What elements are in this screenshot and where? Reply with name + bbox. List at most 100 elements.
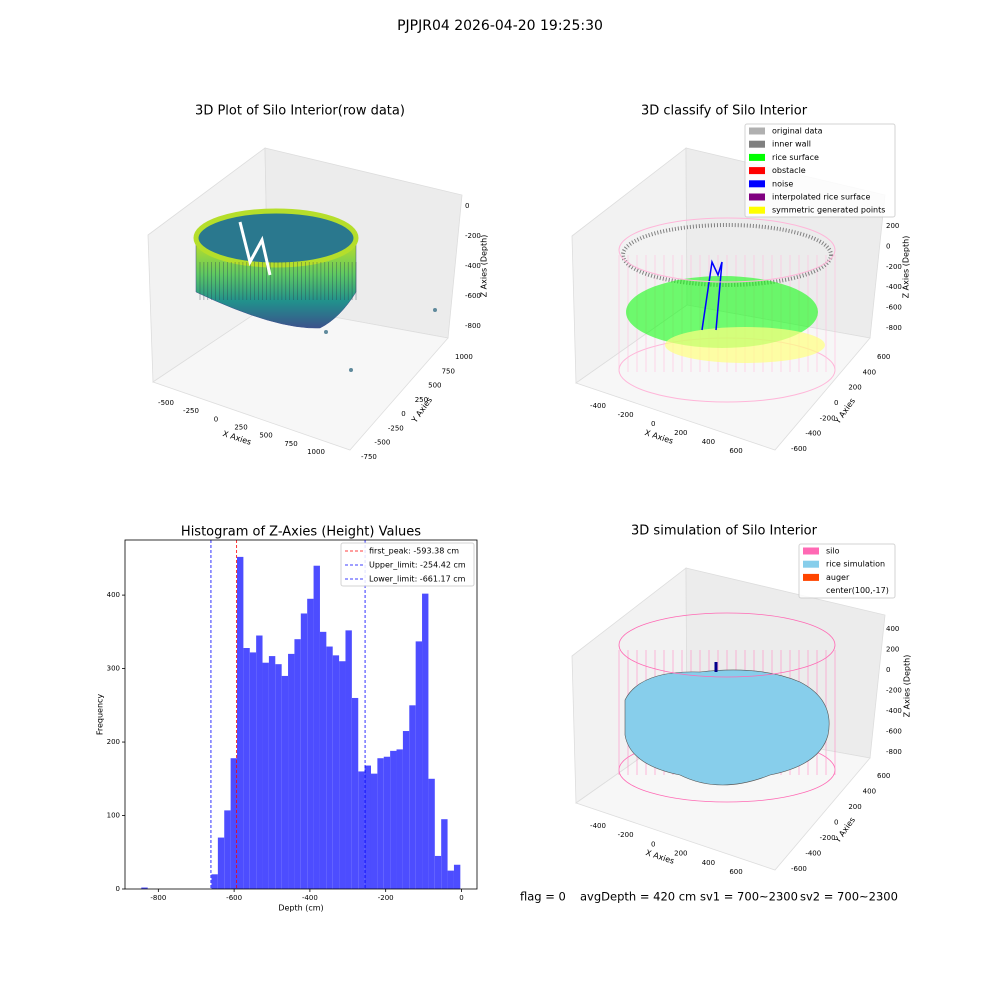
x-tick-label: 600	[729, 868, 742, 876]
panel-title: 3D Plot of Silo Interior(row data)	[195, 104, 405, 119]
y-tick-label: 0	[116, 885, 120, 893]
histogram-bar	[288, 653, 295, 889]
z-tick-label: -200	[886, 263, 902, 271]
legend-swatch	[749, 193, 765, 201]
z-tick-label: 0	[886, 666, 890, 674]
axis-pane	[152, 304, 449, 451]
z-tick-label: -600	[886, 728, 902, 736]
y-tick-label: -500	[374, 439, 390, 447]
z-tick-label: 200	[886, 646, 899, 654]
legend-swatch	[749, 167, 765, 175]
noise-spike	[701, 259, 723, 331]
y-tick-label: 400	[863, 368, 876, 376]
x-tick-label: -400	[590, 822, 606, 830]
histogram-bar	[383, 756, 391, 889]
histogram-bar	[300, 613, 308, 889]
histogram-bar	[409, 705, 416, 889]
histogram-bar	[339, 661, 346, 889]
x-tick-label: 750	[284, 440, 297, 448]
z-tick-label: -800	[465, 322, 481, 330]
z-tick-label: -400	[886, 707, 902, 715]
x-tick-label: -400	[590, 402, 606, 410]
legend-label: silo	[826, 547, 840, 556]
y-tick-label: -750	[361, 453, 377, 461]
histogram-bar	[256, 635, 263, 889]
z-axis-label: Z Axies (Depth)	[902, 236, 911, 299]
histogram-bar	[141, 887, 148, 889]
z-tick-label: 0	[886, 242, 890, 250]
y-tick-label: -200	[820, 834, 836, 842]
rice-simulation	[624, 669, 830, 786]
z-tick-label: 0	[465, 202, 469, 210]
footer-text: sv2 = 700~2300	[800, 890, 898, 904]
generated-points	[665, 327, 825, 363]
x-tick-label: 400	[702, 859, 715, 867]
footer-text: avgDepth = 420 cm	[580, 890, 696, 904]
histogram-bar	[434, 855, 442, 889]
legend-label: center(100,-17)	[826, 586, 889, 595]
z-tick-label: -200	[465, 232, 481, 240]
histogram-bar	[230, 758, 238, 889]
z-tick-label: 200	[886, 222, 899, 230]
axes-frame	[124, 539, 478, 890]
legend-label: inner wall	[772, 140, 811, 149]
z-tick-label: -600	[886, 304, 902, 312]
y-tick-label: -200	[820, 414, 836, 422]
z-tick-label: -400	[886, 283, 902, 291]
suptitle: PJPJR04 2026-04-20 19:25:30	[397, 18, 603, 34]
histogram-bar	[237, 556, 244, 889]
silo-top	[618, 612, 836, 678]
histogram-bar	[345, 630, 352, 889]
histogram-bar	[211, 874, 218, 889]
legend-box	[798, 543, 896, 599]
panel-title: 3D simulation of Silo Interior	[631, 524, 818, 539]
y-tick-label: 0	[834, 819, 838, 827]
z-tick-label: -200	[886, 687, 902, 695]
histogram-bar	[307, 598, 314, 889]
legend-swatch	[749, 206, 765, 214]
legend-label: rice surface	[772, 153, 819, 162]
x-tick-label: 0	[214, 415, 218, 423]
histogram-bar	[313, 565, 320, 889]
histogram-bar	[319, 631, 327, 889]
histogram-bar	[268, 656, 276, 889]
x-axis-label: X Axies	[645, 848, 676, 866]
y-tick-label: 0	[401, 410, 405, 418]
histogram-bar	[364, 765, 371, 889]
legend-label: interpolated rice surface	[772, 193, 870, 202]
histogram-bar	[281, 675, 289, 889]
legend-swatch	[803, 573, 819, 581]
z-axis-label: Z Axies (Depth)	[903, 655, 912, 718]
x-tick-label: -800	[150, 894, 166, 902]
histogram-bar	[262, 662, 269, 889]
legend-box	[340, 542, 475, 587]
inner-wall	[621, 223, 833, 287]
x-tick-label: -500	[158, 399, 174, 407]
silo-top	[193, 208, 359, 268]
legend-swatch	[749, 153, 765, 161]
z-tick-label: -800	[886, 748, 902, 756]
x-tick-label: 1000	[307, 448, 325, 456]
histogram-bar	[370, 773, 378, 889]
y-tick-label: 500	[428, 382, 441, 390]
y-tick-label: -600	[791, 865, 807, 873]
histogram-bar	[358, 771, 365, 889]
legend-label: rice simulation	[826, 560, 885, 569]
y-tick-label: 200	[848, 803, 861, 811]
y-tick-label: -250	[388, 424, 404, 432]
legend-label: obstacle	[772, 166, 806, 175]
footer-text: flag = 0	[520, 890, 566, 904]
y-tick-label: -400	[805, 430, 821, 438]
histogram-bar	[326, 646, 333, 889]
histogram-bar	[441, 819, 448, 889]
x-tick-label: -250	[183, 407, 199, 415]
z-tick-label: -600	[465, 292, 481, 300]
y-tick-label: 200	[107, 738, 120, 746]
x-tick-label: 600	[729, 447, 742, 455]
legend-label: first_peak: -593.38 cm	[369, 547, 459, 556]
noise-streak	[238, 221, 272, 276]
x-axis-label: X Axies	[222, 429, 253, 447]
y-tick-label: 400	[107, 591, 120, 599]
legend-label: symmetric generated points	[772, 206, 885, 215]
